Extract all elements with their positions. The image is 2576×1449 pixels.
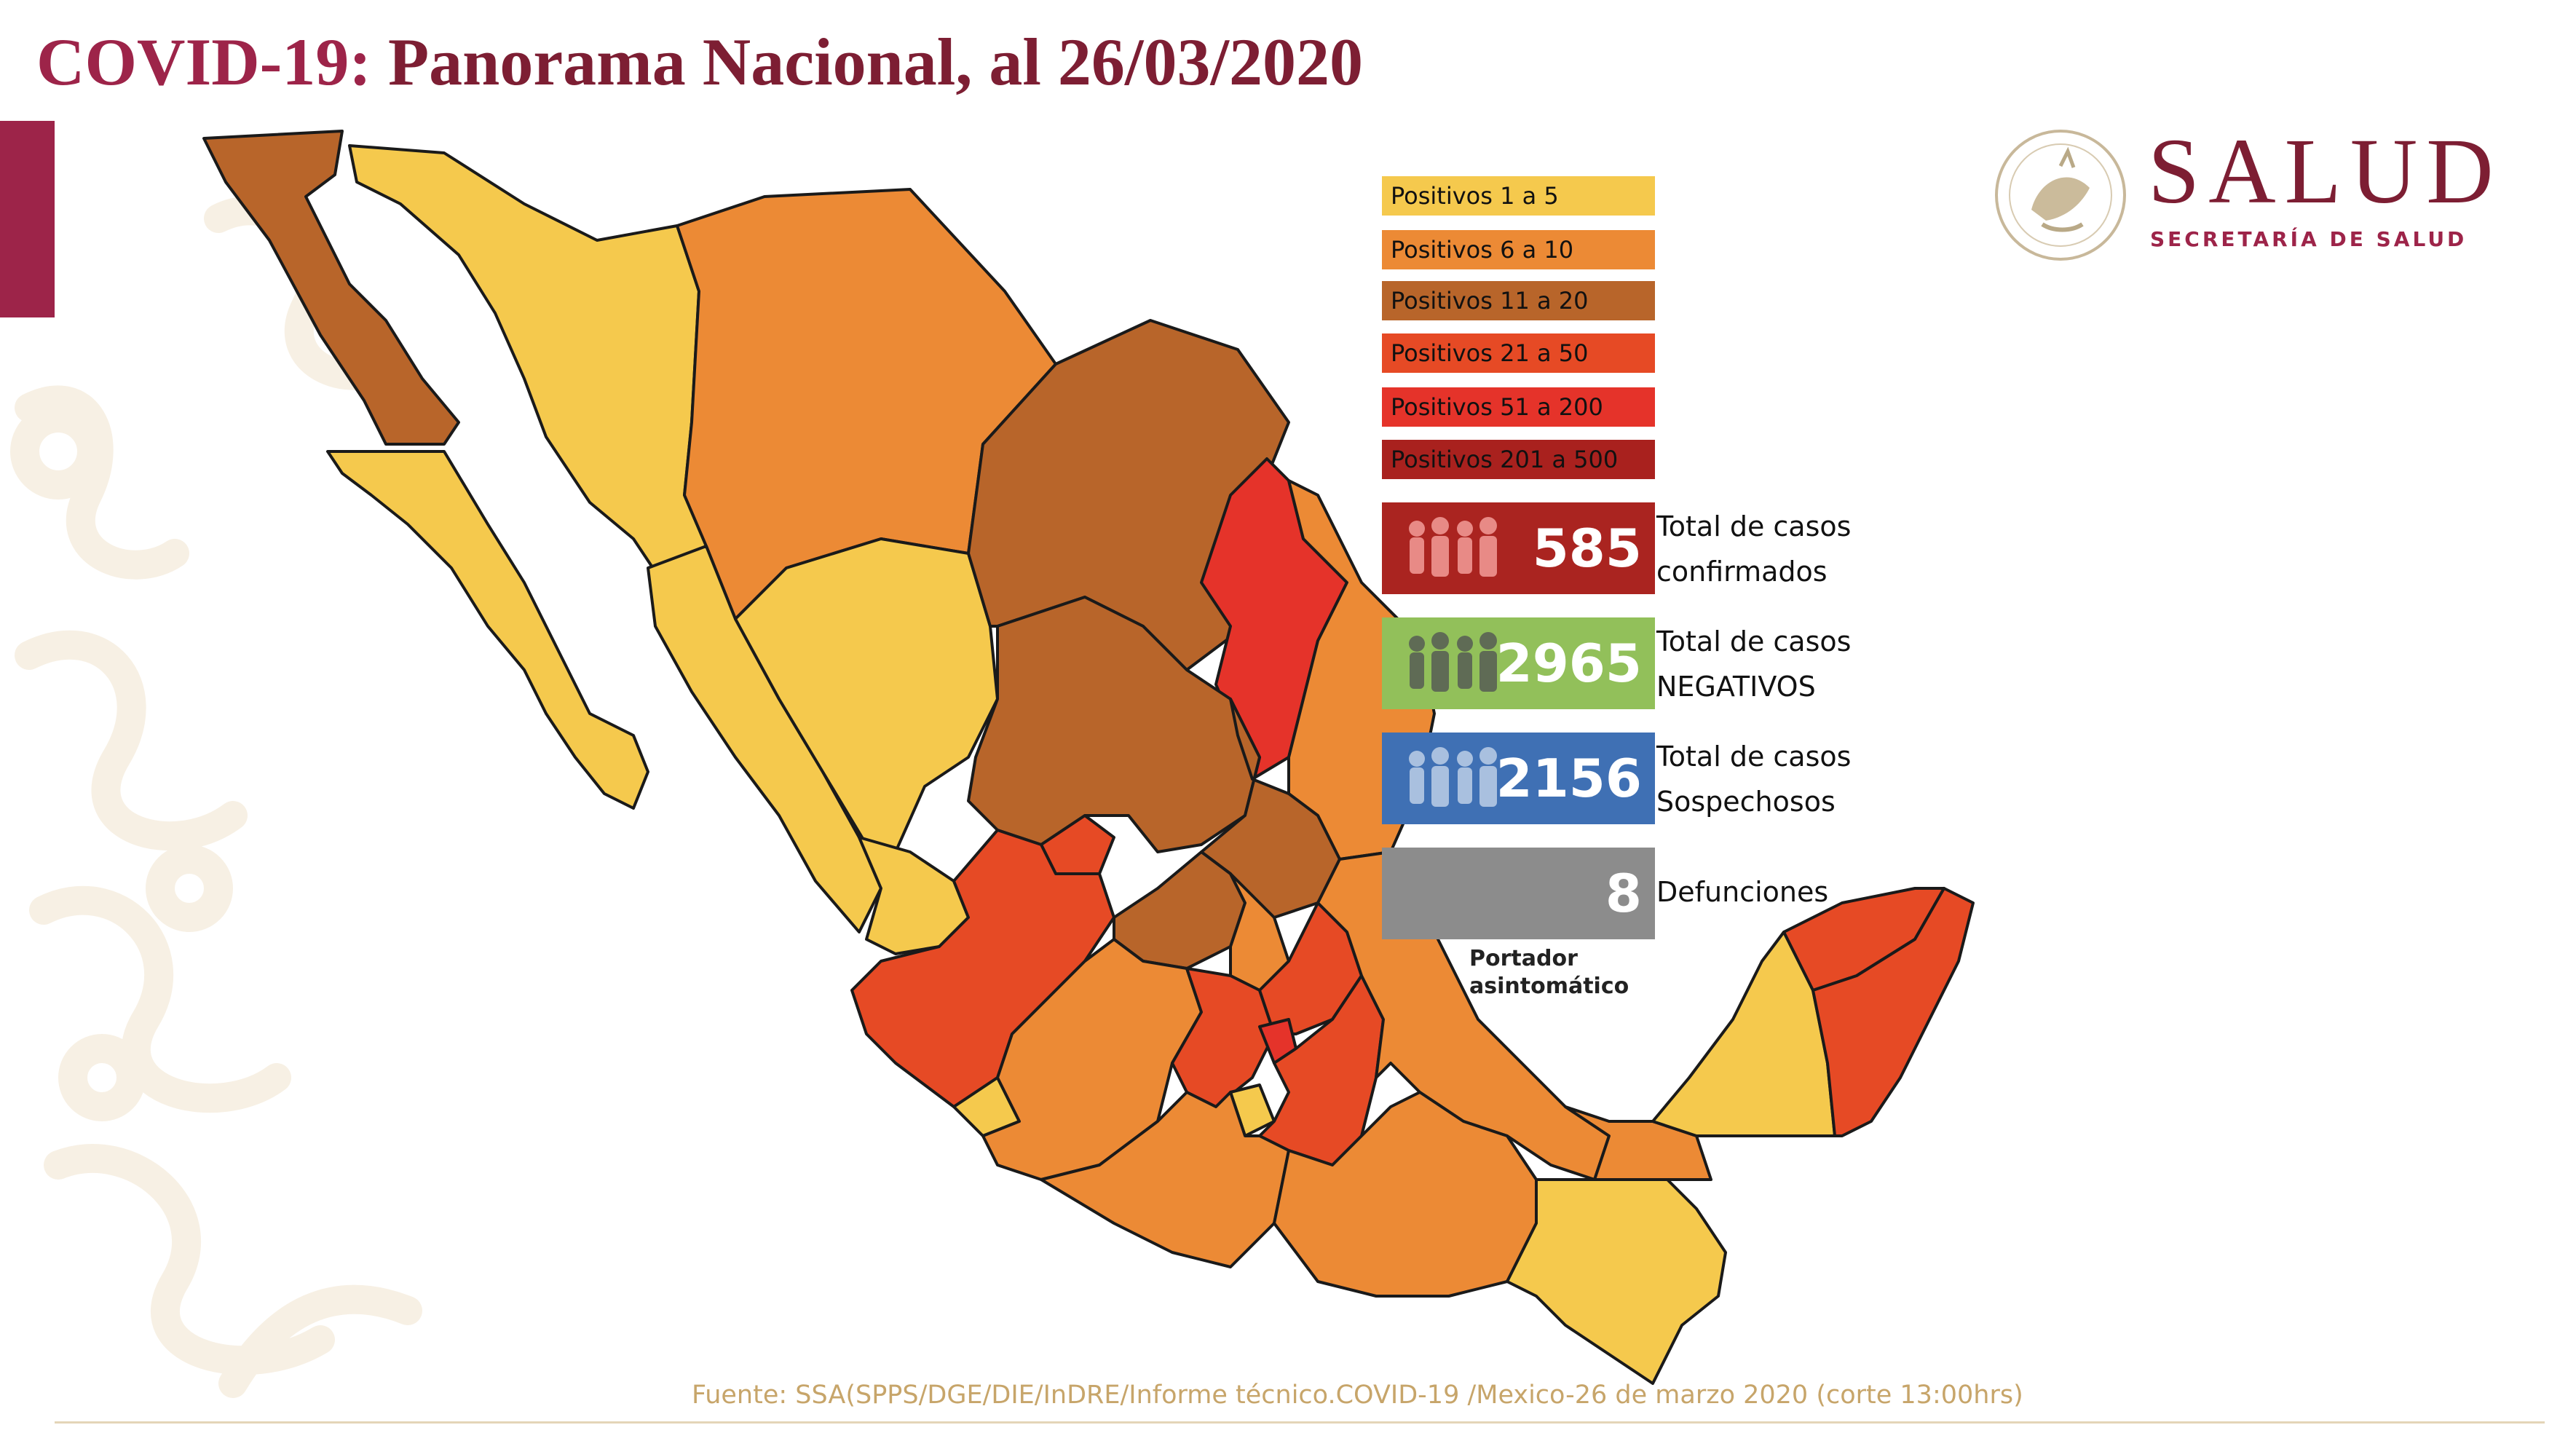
stat-label-defunciones: Defunciones (1656, 876, 1829, 908)
people-group-icon (1409, 517, 1497, 577)
state-guerrero (1040, 1091, 1290, 1268)
stat-sospechosos: 2156 (1382, 733, 1655, 824)
state-tabasco (1564, 1105, 1712, 1181)
side-accent-bar (0, 121, 55, 317)
state-chiapas (1506, 1178, 1727, 1385)
mexico-map (202, 130, 1975, 1385)
title-prefix: COVID-19: (36, 25, 371, 99)
stat-value: 585 (1532, 518, 1642, 579)
people-group-icon (1409, 747, 1497, 807)
state-quintana-roo (1812, 887, 1975, 1137)
title-rest: Panorama Nacional, al 26/03/2020 (371, 25, 1364, 99)
legend-item-201-500: Positivos 201 a 500 (1382, 440, 1655, 479)
state-baja-california (202, 130, 460, 446)
state-zacatecas (967, 596, 1261, 853)
stat-value: 8 (1605, 863, 1642, 924)
state-guanajuato (1113, 850, 1246, 970)
source-note: Fuente: SSA(SPPS/DGE/DIE/InDRE/Informe t… (692, 1381, 2023, 1410)
stat-label-sospechosos: Total de casos Sospechosos (1656, 741, 1852, 818)
stat-confirmados: 585 (1382, 502, 1655, 594)
stat-value: 2965 (1496, 633, 1642, 694)
legend-item-6-10: Positivos 6 a 10 (1382, 230, 1655, 269)
legend-item-51-200: Positivos 51 a 200 (1382, 387, 1655, 427)
legend-item-11-20: Positivos 11 a 20 (1382, 281, 1655, 320)
state-durango (734, 537, 999, 853)
stat-value: 2156 (1496, 748, 1642, 809)
stat-defunciones: 8 (1382, 848, 1655, 939)
state-san-luis-potosi (1200, 698, 1341, 919)
portador-asintomatico-label: Portador asintomático (1469, 946, 1629, 999)
people-group-icon (1409, 632, 1497, 692)
salud-logo-text: SALUD (2148, 119, 2502, 223)
stat-label-negativos: Total de casos NEGATIVOS (1656, 625, 1852, 703)
secretaria-de-salud-text: SECRETARÍA DE SALUD (2150, 227, 2468, 251)
mexican-coat-of-arms-seal-icon (1995, 130, 2126, 261)
stat-label-confirmados: Total de casos confirmados (1656, 510, 1852, 588)
state-baja-california-sur (326, 450, 649, 810)
page-title: COVID-19: Panorama Nacional, al 26/03/20… (36, 22, 1363, 102)
legend-item-1-5: Positivos 1 a 5 (1382, 176, 1655, 216)
footer-divider (55, 1421, 2545, 1424)
legend-item-21-50: Positivos 21 a 50 (1382, 333, 1655, 373)
stat-negativos: 2965 (1382, 617, 1655, 709)
